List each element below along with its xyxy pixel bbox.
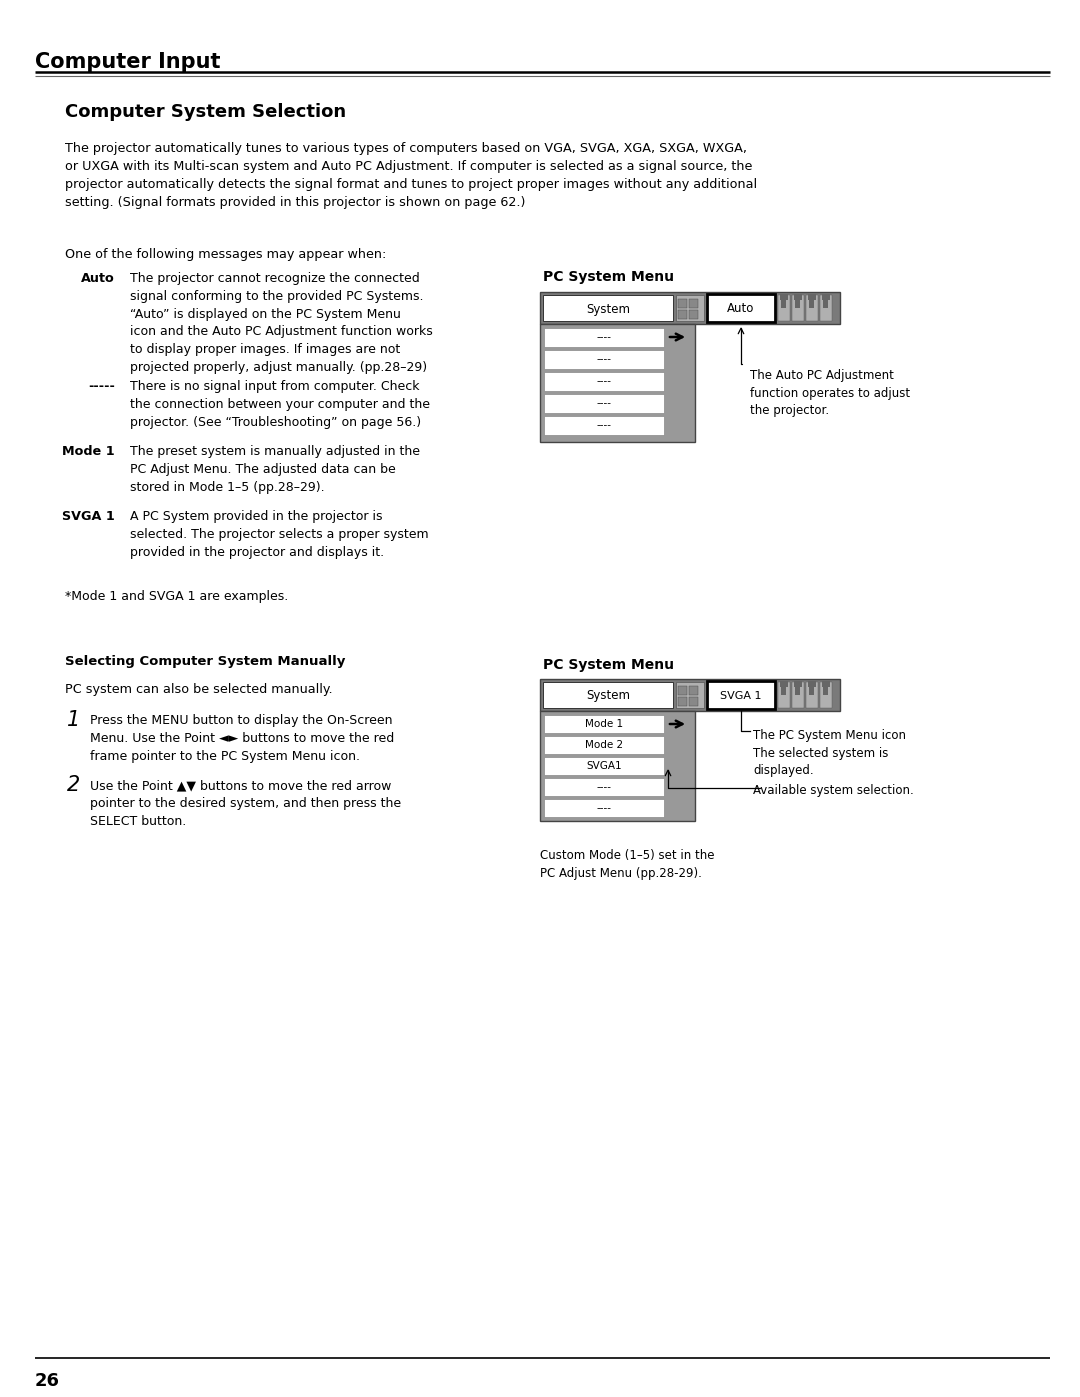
Text: The projector automatically tunes to various types of computers based on VGA, SV: The projector automatically tunes to var… — [65, 142, 757, 210]
Text: One of the following messages may appear when:: One of the following messages may appear… — [65, 249, 387, 261]
Text: Computer Input: Computer Input — [35, 52, 220, 73]
Bar — [540, 711, 696, 821]
Bar — [544, 715, 664, 733]
Text: SVGA 1: SVGA 1 — [63, 510, 114, 522]
Bar — [544, 351, 664, 369]
Text: The preset system is manually adjusted in the
PC Adjust Menu. The adjusted data : The preset system is manually adjusted i… — [130, 446, 420, 493]
Bar — [678, 686, 687, 694]
Bar — [794, 293, 802, 300]
Text: PC system can also be selected manually.: PC system can also be selected manually. — [65, 683, 333, 696]
Bar — [809, 687, 814, 694]
Bar — [689, 310, 698, 319]
Bar — [676, 682, 704, 708]
Bar — [792, 295, 804, 321]
Bar — [540, 292, 840, 324]
Text: *Mode 1 and SVGA 1 are examples.: *Mode 1 and SVGA 1 are examples. — [65, 590, 288, 604]
Bar — [823, 300, 828, 307]
Bar — [806, 682, 818, 708]
Bar — [689, 299, 698, 307]
Text: Computer System Selection: Computer System Selection — [65, 103, 346, 122]
Bar — [707, 680, 775, 710]
Text: SVGA1: SVGA1 — [586, 761, 622, 771]
Text: Auto: Auto — [81, 272, 114, 285]
Bar — [544, 736, 664, 754]
Bar — [678, 697, 687, 705]
Bar — [543, 295, 673, 321]
Text: ----: ---- — [596, 377, 611, 387]
Text: Auto: Auto — [727, 303, 755, 316]
Bar — [823, 687, 828, 694]
Text: Available system selection.: Available system selection. — [753, 784, 914, 798]
Bar — [781, 687, 786, 694]
Text: 1: 1 — [67, 710, 80, 731]
Text: Mode 2: Mode 2 — [585, 740, 623, 750]
Text: SVGA 1: SVGA 1 — [720, 692, 761, 701]
Text: Mode 1: Mode 1 — [585, 719, 623, 729]
Bar — [795, 300, 800, 307]
Text: -----: ----- — [89, 380, 114, 393]
Text: Press the MENU button to display the On-Screen
Menu. Use the Point ◄► buttons to: Press the MENU button to display the On-… — [90, 714, 394, 763]
Bar — [808, 680, 816, 687]
Text: System: System — [586, 303, 630, 316]
Text: 26: 26 — [35, 1372, 60, 1390]
Bar — [792, 682, 804, 708]
Bar — [795, 687, 800, 694]
Bar — [780, 293, 788, 300]
Text: ----: ---- — [596, 420, 611, 430]
Text: System: System — [586, 690, 630, 703]
Text: PC System Menu: PC System Menu — [543, 270, 674, 284]
Text: There is no signal input from computer. Check
the connection between your comput: There is no signal input from computer. … — [130, 380, 430, 429]
Bar — [544, 416, 664, 434]
Text: ----: ---- — [596, 398, 611, 408]
Text: The Auto PC Adjustment
function operates to adjust
the projector.: The Auto PC Adjustment function operates… — [750, 369, 910, 416]
Bar — [544, 757, 664, 775]
Bar — [781, 300, 786, 307]
Bar — [544, 799, 664, 817]
Text: Mode 1: Mode 1 — [63, 446, 114, 458]
Text: ----: ---- — [596, 355, 611, 365]
Bar — [806, 295, 818, 321]
Bar — [809, 300, 814, 307]
Text: A PC System provided in the projector is
selected. The projector selects a prope: A PC System provided in the projector is… — [130, 510, 429, 559]
Bar — [820, 682, 832, 708]
Bar — [543, 682, 673, 708]
Bar — [778, 682, 789, 708]
Text: ----: ---- — [596, 782, 611, 792]
Bar — [822, 293, 831, 300]
Text: PC System Menu: PC System Menu — [543, 658, 674, 672]
Text: Use the Point ▲▼ buttons to move the red arrow
pointer to the desired system, an: Use the Point ▲▼ buttons to move the red… — [90, 780, 401, 827]
Text: The PC System Menu icon
The selected system is
displayed.: The PC System Menu icon The selected sys… — [753, 729, 906, 777]
Text: Selecting Computer System Manually: Selecting Computer System Manually — [65, 655, 346, 668]
Text: ----: ---- — [596, 332, 611, 342]
Text: 2: 2 — [67, 775, 80, 795]
Bar — [707, 293, 775, 321]
Bar — [678, 299, 687, 307]
Bar — [794, 680, 802, 687]
Bar — [689, 686, 698, 694]
Bar — [544, 394, 664, 414]
Bar — [780, 680, 788, 687]
Text: The projector cannot recognize the connected
signal conforming to the provided P: The projector cannot recognize the conne… — [130, 272, 433, 374]
Bar — [544, 328, 664, 346]
Bar — [689, 697, 698, 705]
Bar — [808, 293, 816, 300]
Text: ----: ---- — [596, 803, 611, 813]
Bar — [540, 324, 696, 441]
Bar — [540, 679, 840, 711]
Bar — [544, 372, 664, 391]
Bar — [544, 778, 664, 796]
Text: Custom Mode (1–5) set in the
PC Adjust Menu (pp.28-29).: Custom Mode (1–5) set in the PC Adjust M… — [540, 849, 715, 880]
Bar — [820, 295, 832, 321]
Bar — [676, 295, 704, 321]
Bar — [822, 680, 831, 687]
Bar — [678, 310, 687, 319]
Bar — [778, 295, 789, 321]
